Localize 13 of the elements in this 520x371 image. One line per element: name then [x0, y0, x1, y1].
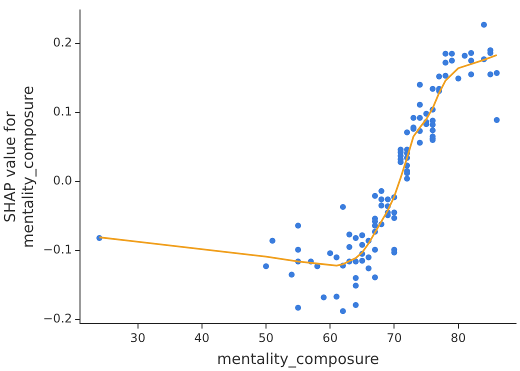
x-tick-label: 40 — [194, 330, 210, 345]
x-tick-label: 80 — [450, 330, 466, 345]
y-axis-title: SHAP value for mentality_composure — [0, 86, 37, 248]
y-tick-label: −0.1 — [43, 242, 72, 257]
y-tick-label: −0.2 — [43, 312, 72, 326]
y-tick-label: 0.2 — [53, 35, 72, 50]
x-tick-label: 60 — [322, 330, 338, 345]
x-tick-label: 50 — [258, 330, 274, 345]
x-axis-title: mentality_composure — [217, 350, 380, 368]
y-tick-label: 0.1 — [53, 104, 72, 118]
x-tick-label: 30 — [130, 330, 146, 345]
y-tick-label: 0.0 — [53, 174, 72, 188]
x-tick-label: 70 — [386, 330, 402, 345]
